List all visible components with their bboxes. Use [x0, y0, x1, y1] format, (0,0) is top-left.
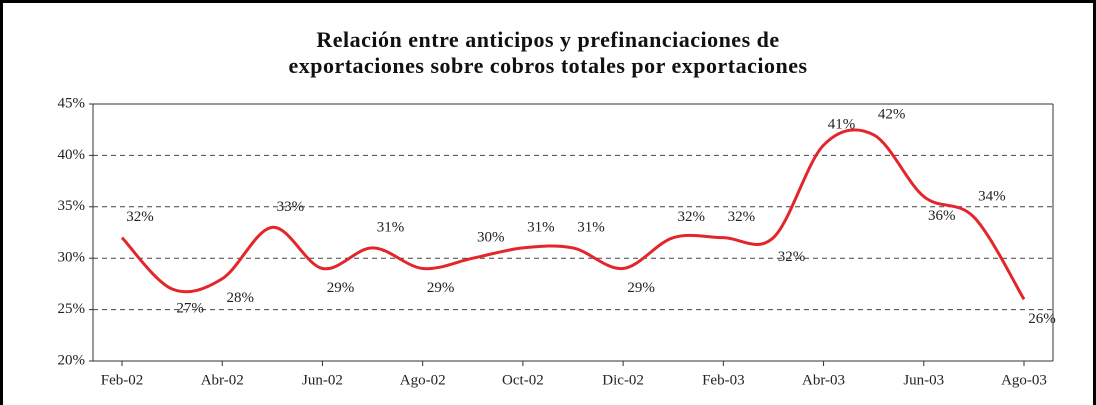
data-label: 32% — [126, 209, 154, 225]
data-line — [120, 128, 1026, 301]
x-tick-label: Jun-03 — [903, 372, 944, 388]
x-tick-label: Feb-02 — [101, 372, 144, 388]
x-tick-label: Oct-02 — [502, 372, 544, 388]
data-label: 32% — [677, 209, 705, 225]
x-tick-label: Feb-03 — [702, 372, 745, 388]
data-label: 33% — [277, 199, 305, 215]
data-label: 29% — [627, 280, 655, 296]
data-label: 28% — [226, 290, 254, 306]
data-label: 27% — [176, 300, 204, 316]
x-tick-label: Abr-02 — [201, 372, 244, 388]
x-tick-label: Abr-03 — [802, 372, 845, 388]
chart-title: exportaciones sobre cobros totales por e… — [288, 53, 807, 78]
y-tick-label: 25% — [58, 301, 86, 317]
data-label: 31% — [527, 219, 555, 235]
x-tick-label: Dic-02 — [602, 372, 644, 388]
y-tick-label: 30% — [58, 250, 86, 266]
data-label: 29% — [427, 280, 455, 296]
data-label: 31% — [377, 219, 405, 235]
x-tick-label: Jun-02 — [302, 372, 343, 388]
data-label: 26% — [1028, 311, 1056, 327]
data-label: 41% — [828, 117, 856, 133]
data-label: 32% — [778, 249, 806, 265]
chart-title: Relación entre anticipos y prefinanciaci… — [316, 27, 779, 52]
data-label: 30% — [477, 230, 505, 246]
data-label: 36% — [928, 208, 956, 224]
x-tick-label: Ago-03 — [1001, 372, 1047, 388]
y-tick-label: 35% — [58, 198, 86, 214]
data-label: 31% — [577, 219, 605, 235]
y-tick-label: 40% — [58, 147, 86, 163]
data-label: 42% — [878, 106, 906, 122]
y-tick-label: 20% — [58, 352, 86, 368]
data-label: 34% — [978, 189, 1006, 205]
data-label: 29% — [327, 280, 355, 296]
data-label: 32% — [728, 209, 756, 225]
y-tick-label: 45% — [58, 95, 86, 111]
x-tick-label: Ago-02 — [400, 372, 446, 388]
